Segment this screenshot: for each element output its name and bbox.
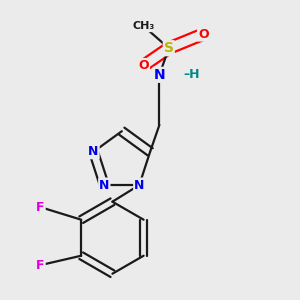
Text: S: S bbox=[164, 41, 174, 55]
Text: CH₃: CH₃ bbox=[133, 21, 155, 31]
Text: F: F bbox=[36, 201, 45, 214]
Text: N: N bbox=[99, 178, 110, 191]
Text: N: N bbox=[154, 68, 165, 82]
Text: F: F bbox=[36, 259, 45, 272]
Text: O: O bbox=[198, 28, 208, 40]
Text: N: N bbox=[134, 178, 145, 191]
Text: O: O bbox=[138, 59, 149, 72]
Text: N: N bbox=[88, 145, 99, 158]
Text: –H: –H bbox=[183, 68, 200, 81]
